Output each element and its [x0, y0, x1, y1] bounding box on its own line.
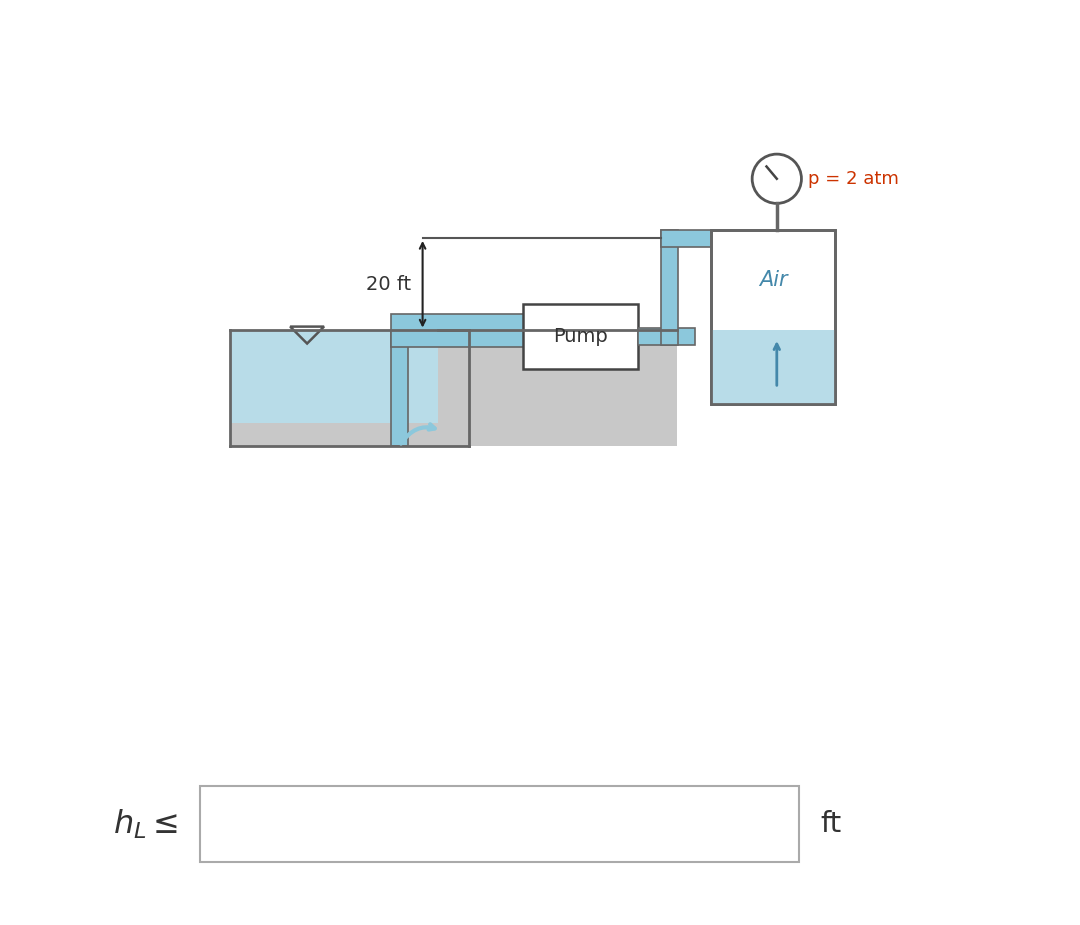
FancyBboxPatch shape [438, 330, 677, 446]
FancyBboxPatch shape [391, 314, 545, 348]
FancyBboxPatch shape [391, 330, 408, 446]
FancyBboxPatch shape [661, 229, 802, 247]
Text: 20 ft: 20 ft [366, 275, 411, 294]
FancyBboxPatch shape [230, 423, 469, 446]
Circle shape [752, 154, 801, 204]
FancyBboxPatch shape [712, 230, 835, 403]
Text: $h_L \leq$: $h_L \leq$ [113, 808, 178, 841]
Text: p = 2 atm: p = 2 atm [808, 170, 899, 188]
PathPatch shape [438, 330, 677, 446]
Text: ft: ft [821, 810, 842, 838]
FancyBboxPatch shape [523, 303, 638, 369]
Text: Air: Air [758, 270, 787, 290]
Text: Pump: Pump [553, 327, 608, 346]
FancyBboxPatch shape [712, 330, 835, 403]
FancyBboxPatch shape [661, 229, 678, 345]
FancyBboxPatch shape [768, 247, 785, 395]
FancyBboxPatch shape [638, 327, 696, 345]
FancyBboxPatch shape [230, 330, 469, 423]
